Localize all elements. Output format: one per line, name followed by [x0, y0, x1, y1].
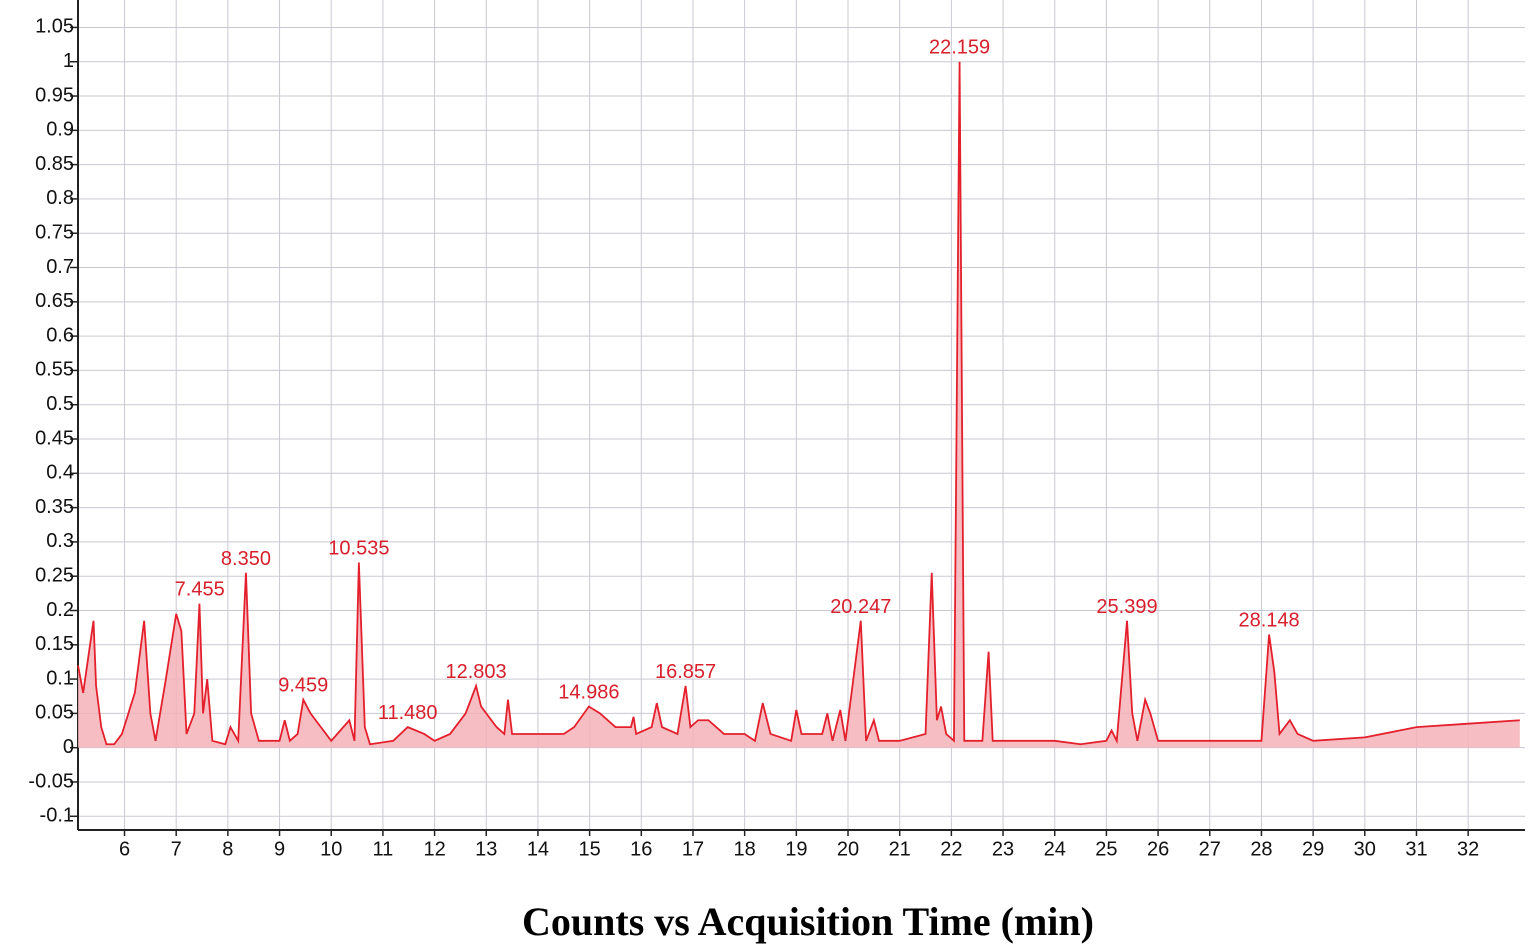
- peak-label: 20.247: [830, 596, 891, 618]
- y-tick-label: 0.95: [35, 84, 74, 106]
- y-tick-label: 0.55: [35, 359, 74, 381]
- peak-label: 8.350: [221, 548, 271, 570]
- x-tick-label: 25: [1095, 838, 1117, 860]
- y-tick-label: 0.45: [35, 427, 74, 449]
- x-tick-label: 32: [1457, 838, 1479, 860]
- x-tick-label: 17: [682, 838, 704, 860]
- x-tick-label: 26: [1147, 838, 1169, 860]
- peak-label: 16.857: [655, 661, 716, 683]
- y-tick-label: 0.05: [35, 702, 74, 724]
- x-tick-label: 9: [274, 838, 285, 860]
- y-tick-label: 0.3: [46, 530, 74, 552]
- x-axis-label: Counts vs Acquisition Time (min): [522, 899, 1094, 944]
- y-tick-label: 0.5: [46, 393, 74, 415]
- x-tick-label: 15: [578, 838, 600, 860]
- peak-label: 25.399: [1096, 596, 1157, 618]
- x-tick-label: 31: [1405, 838, 1427, 860]
- peak-label: 12.803: [445, 661, 506, 683]
- x-tick-label: 20: [837, 838, 859, 860]
- x-tick-label: 14: [527, 838, 549, 860]
- x-tick-label: 27: [1199, 838, 1221, 860]
- x-tick-label: 8: [222, 838, 233, 860]
- peak-label: 11.480: [378, 702, 438, 724]
- line: [77, 61, 1520, 746]
- x-tick-label: 29: [1302, 838, 1324, 860]
- x-tick-label: 6: [119, 838, 130, 860]
- y-tick-label: 0.1: [46, 667, 74, 689]
- x-tick-label: 18: [734, 838, 756, 860]
- y-tick-label: -0.05: [28, 770, 74, 792]
- y-tick-label: 0.7: [46, 256, 74, 278]
- y-tick-label: -0.1: [40, 805, 74, 827]
- x-tick-label: 22: [940, 838, 962, 860]
- y-tick-label: 0.65: [35, 290, 74, 312]
- x-tick-label: 12: [423, 838, 445, 860]
- x-tick-label: 23: [992, 838, 1014, 860]
- peak-label: 28.148: [1239, 610, 1300, 632]
- y-tick-label: 0.75: [35, 222, 74, 244]
- x-tick-label: 30: [1354, 838, 1376, 860]
- y-tick-label: 0.2: [46, 599, 74, 621]
- peak-label: 22.159: [929, 37, 990, 59]
- peak-label: 7.455: [175, 579, 225, 601]
- y-tick-label: 0.8: [46, 187, 74, 209]
- x-tick-label: 19: [785, 838, 807, 860]
- y-tick-label: 0.6: [46, 324, 74, 346]
- y-tick-label: 0.25: [35, 564, 74, 586]
- peak-label: 14.986: [558, 682, 619, 704]
- x-tick-label: 13: [475, 838, 497, 860]
- y-tick-label: 0.35: [35, 496, 74, 518]
- x-tick-label: 16: [630, 838, 652, 860]
- x-tick-label: 24: [1044, 838, 1066, 860]
- peak-label: 9.459: [278, 675, 328, 697]
- y-tick-label: 0.4: [46, 462, 74, 484]
- peak-label: 10.535: [328, 537, 389, 559]
- y-tick-label: 0.9: [46, 119, 74, 141]
- x-tick-label: 28: [1250, 838, 1272, 860]
- y-tick-label: 1.05: [35, 16, 74, 38]
- y-tick-label: 0.85: [35, 153, 74, 175]
- x-tick-label: 10: [320, 838, 342, 860]
- x-tick-label: 21: [889, 838, 911, 860]
- y-tick-label: 1: [63, 50, 74, 72]
- x-tick-label: 11: [373, 838, 394, 860]
- x-tick-label: 7: [171, 838, 182, 860]
- y-tick-label: 0: [63, 736, 74, 758]
- y-tick-label: 0.15: [35, 633, 74, 655]
